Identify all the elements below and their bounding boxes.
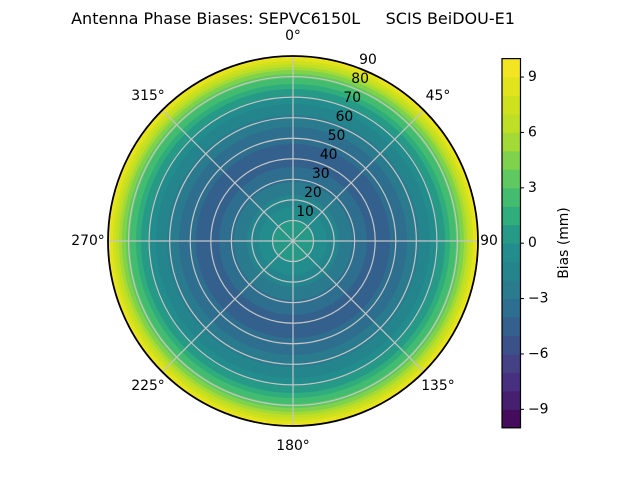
colorbar-tick-label: −3 xyxy=(528,291,548,307)
radial-tick-label: 10 xyxy=(296,204,314,220)
colorbar-tick-label: 9 xyxy=(528,69,537,85)
radial-tick-label: 30 xyxy=(312,166,330,182)
colorbar-band xyxy=(502,150,521,170)
colorbar-tick-label: 0 xyxy=(528,235,537,251)
colorbar-band xyxy=(502,261,521,281)
radial-tick-label: 80 xyxy=(351,71,369,87)
angular-gridline xyxy=(161,109,294,242)
colorbar-band xyxy=(502,353,521,373)
angle-tick-label: 225° xyxy=(131,378,164,394)
colorbar-band xyxy=(502,335,521,355)
colorbar-band xyxy=(502,409,521,429)
angular-gridline xyxy=(292,109,425,242)
colorbar-band xyxy=(502,372,521,392)
angle-tick-label: 315° xyxy=(131,88,164,104)
colorbar-tick-label: 3 xyxy=(528,180,537,196)
radial-tick-label: 70 xyxy=(343,90,361,106)
angle-tick-label: 270° xyxy=(71,233,104,249)
angle-tick-labels: 0° 45° 90 135° 180° 225° 270° 315° xyxy=(71,28,498,454)
colorbar-band xyxy=(502,390,521,410)
colorbar-band xyxy=(502,132,521,152)
radial-tick-label: 60 xyxy=(336,109,354,125)
colorbar-band xyxy=(502,95,521,115)
colorbar-axis-label: Bias (mm) xyxy=(556,207,572,278)
polar-grid xyxy=(108,56,478,426)
colorbar-band xyxy=(502,169,521,189)
angle-tick-label: 0° xyxy=(285,28,301,44)
angle-tick-label: 180° xyxy=(276,438,309,454)
colorbar-band xyxy=(502,206,521,226)
colorbar-band xyxy=(502,243,521,263)
colorbar-tick-label: −9 xyxy=(528,401,548,417)
angle-tick-label: 135° xyxy=(421,378,454,394)
angular-gridline xyxy=(292,240,425,373)
colorbar-band xyxy=(502,280,521,300)
colorbar-band xyxy=(502,317,521,336)
chart-title: Antenna Phase Biases: SEPVC6150L SCIS Be… xyxy=(71,9,515,28)
angular-gridline xyxy=(161,240,294,373)
polar-outline xyxy=(107,55,479,427)
angle-tick-label: 90 xyxy=(480,233,498,249)
angle-tick-label: 45° xyxy=(426,88,451,104)
colorbar-tick-label: 6 xyxy=(528,124,537,140)
radial-tick-label: 90 xyxy=(359,52,377,68)
radial-tick-labels: 10 20 30 40 50 60 70 80 90 xyxy=(296,52,377,220)
colorbar-tick-label: −6 xyxy=(528,346,548,362)
colorbar: 9 6 3 0 −3 −6 −9 Bias (mm) xyxy=(501,57,572,429)
colorbar-band xyxy=(502,58,521,78)
radial-tick-label: 20 xyxy=(304,185,322,201)
radial-tick-label: 50 xyxy=(328,128,346,144)
colorbar-band xyxy=(502,224,521,244)
colorbar-band xyxy=(502,298,521,318)
colorbar-band xyxy=(502,77,521,97)
colorbar-band xyxy=(502,113,521,133)
colorbar-band xyxy=(502,187,521,207)
radial-tick-label: 40 xyxy=(320,147,338,163)
